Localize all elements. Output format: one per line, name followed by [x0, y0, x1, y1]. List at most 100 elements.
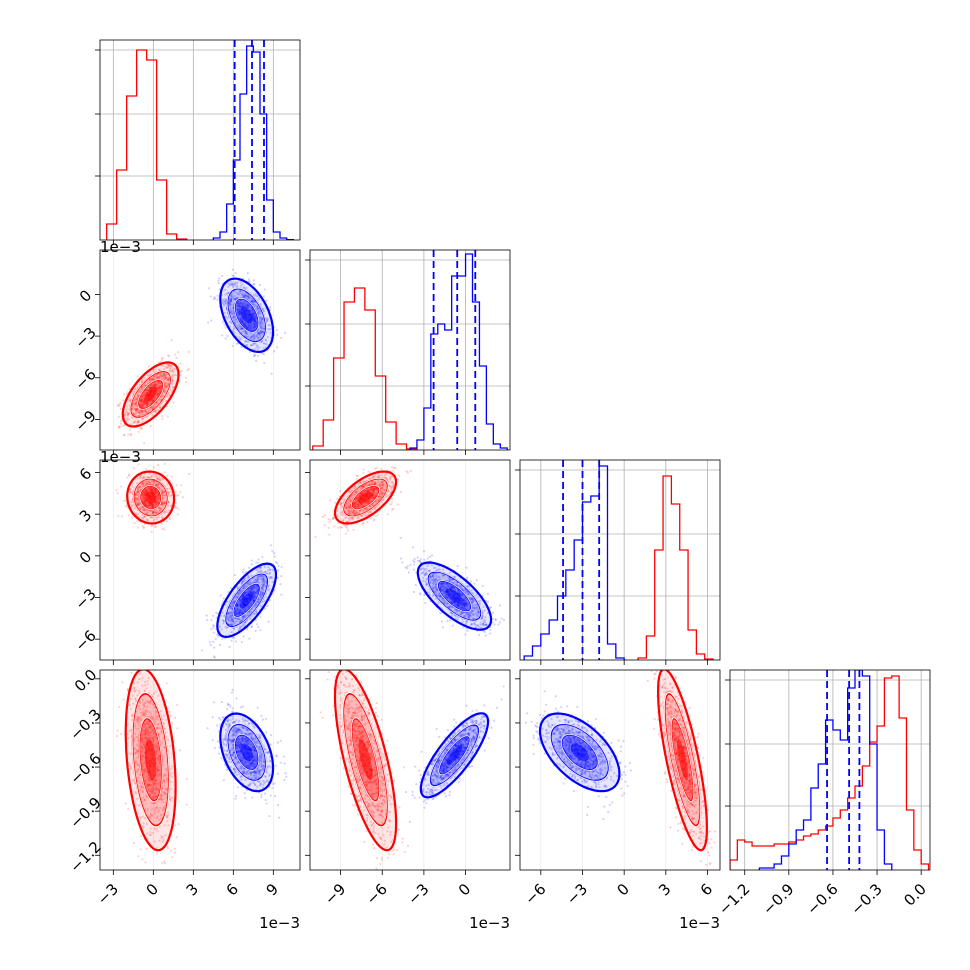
- sample-point: [236, 305, 240, 308]
- sample-point: [140, 399, 143, 402]
- sample-point: [158, 389, 161, 393]
- sample-point: [133, 420, 136, 424]
- sample-point: [245, 295, 248, 299]
- sample-point: [235, 335, 238, 338]
- sample-point: [135, 407, 138, 410]
- sample-point: [230, 283, 234, 286]
- sample-point: [163, 374, 166, 377]
- sample-point: [125, 410, 128, 414]
- sample-point: [140, 406, 144, 409]
- sample-point: [240, 320, 244, 323]
- sample-point: [244, 304, 248, 307]
- sample-point: [240, 328, 243, 331]
- sample-point: [231, 309, 234, 312]
- sample-point: [166, 384, 169, 388]
- sample-point: [230, 311, 233, 314]
- sample-point: [156, 394, 159, 397]
- sample-point: [156, 503, 159, 506]
- sample-point: [246, 326, 250, 329]
- sample-point: [141, 410, 144, 413]
- sample-point: [253, 354, 257, 357]
- sample-point: [236, 302, 239, 306]
- sample-point: [136, 394, 139, 397]
- sample-point: [153, 397, 157, 400]
- sample-point: [240, 320, 243, 323]
- sample-point: [261, 317, 264, 321]
- sample-point: [238, 313, 241, 316]
- sample-point: [158, 509, 161, 512]
- sample-point: [269, 328, 272, 331]
- sample-point: [469, 580, 473, 583]
- sample-point: [250, 326, 253, 329]
- sample-point: [144, 401, 148, 404]
- sample-point: [243, 301, 246, 304]
- sample-point: [157, 492, 160, 495]
- sample-point: [252, 316, 255, 319]
- sample-point: [241, 303, 244, 306]
- sample-point: [135, 408, 138, 411]
- sample-point: [144, 402, 148, 406]
- sample-point: [143, 515, 146, 519]
- sample-point: [128, 399, 131, 402]
- sample-point: [164, 501, 167, 504]
- sample-point: [162, 373, 165, 376]
- sample-point: [361, 521, 364, 525]
- sample-point: [239, 305, 242, 309]
- sample-point: [257, 307, 260, 310]
- sample-point: [130, 423, 133, 426]
- sample-point: [267, 620, 270, 623]
- sample-point: [166, 487, 169, 490]
- sample-point: [237, 302, 240, 305]
- sample-point: [250, 625, 254, 628]
- sample-point: [149, 378, 152, 381]
- sample-point: [168, 366, 171, 369]
- sample-point: [129, 491, 132, 494]
- sample-point: [115, 488, 118, 492]
- sample-point: [175, 484, 178, 487]
- sample-point: [242, 286, 246, 289]
- sample-point: [143, 384, 147, 387]
- sample-point: [214, 637, 217, 640]
- sample-point: [134, 401, 137, 405]
- sample-point: [243, 296, 246, 299]
- sample-point: [141, 395, 144, 398]
- sample-point: [134, 403, 137, 406]
- sample-point: [152, 370, 155, 373]
- sample-point: [125, 393, 128, 396]
- sample-point: [261, 330, 264, 333]
- sample-point: [255, 295, 259, 298]
- sample-point: [257, 311, 260, 314]
- sample-point: [255, 324, 258, 327]
- sample-point: [428, 555, 432, 558]
- sample-point: [163, 511, 167, 514]
- sample-point: [267, 323, 270, 327]
- sample-point: [144, 489, 148, 492]
- sample-point: [248, 637, 251, 640]
- sample-point: [160, 394, 163, 398]
- sample-point: [151, 503, 154, 507]
- sample-point: [249, 296, 252, 299]
- sample-point: [157, 386, 161, 389]
- sample-point: [140, 387, 143, 390]
- sample-point: [247, 304, 250, 308]
- sample-point: [253, 320, 256, 323]
- scatter-panel-2-1: [314, 460, 505, 660]
- sample-point: [168, 355, 171, 358]
- sample-point: [399, 491, 403, 494]
- sample-point: [232, 312, 235, 315]
- sample-point: [238, 304, 241, 307]
- sample-point: [153, 385, 156, 388]
- sample-point: [149, 488, 152, 491]
- sample-point: [259, 316, 262, 319]
- sample-point: [252, 326, 255, 329]
- sample-point: [161, 394, 164, 398]
- sample-point: [132, 403, 135, 406]
- sample-point: [209, 643, 212, 647]
- sample-point: [164, 399, 168, 403]
- sample-point: [129, 488, 132, 491]
- sample-point: [142, 404, 145, 408]
- sample-point: [273, 555, 276, 558]
- sample-point: [137, 420, 140, 423]
- sample-point: [246, 305, 249, 308]
- sample-point: [123, 412, 127, 415]
